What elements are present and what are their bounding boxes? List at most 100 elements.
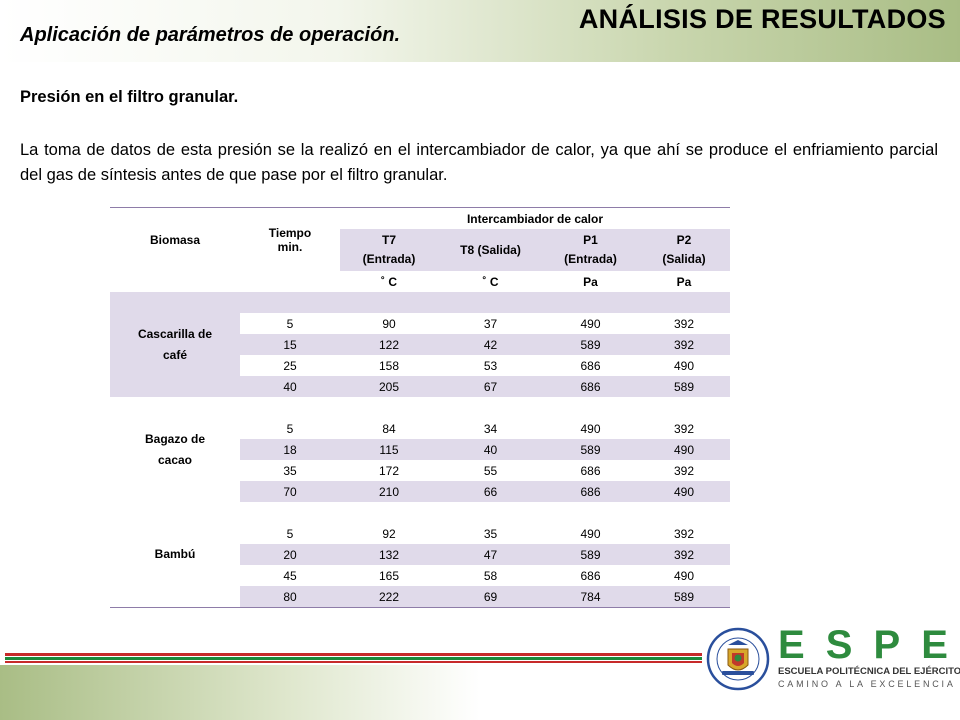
espe-logo: E S P E ESCUELA POLITÉCNICA DEL EJÉRCITO… xyxy=(706,623,960,693)
biomasa-cascarilla: Cascarilla de café xyxy=(110,292,240,397)
cell-p2: 392 xyxy=(673,316,695,331)
cell-t8: 66 xyxy=(438,481,543,502)
table-row: Bambú xyxy=(110,502,730,608)
stripe-red-bottom xyxy=(5,661,702,663)
cell-t7: 205 xyxy=(340,376,438,397)
espe-motto: CAMINO A LA EXCELENCIA xyxy=(778,679,956,689)
espe-letter: E xyxy=(778,623,805,667)
cell-t7: 90 xyxy=(382,316,396,331)
cell-p2: 589 xyxy=(638,586,730,608)
cell-t7: 172 xyxy=(378,463,400,478)
cell-p1: 686 xyxy=(580,358,601,373)
cell-tiempo: 70 xyxy=(240,481,340,502)
header-p1-line1: P1 xyxy=(583,233,598,247)
cell-p1: 686 xyxy=(580,568,601,583)
cell-tiempo: 5 xyxy=(286,421,294,436)
cell-p1: 490 xyxy=(580,421,601,436)
cell-t7: 92 xyxy=(382,526,396,541)
header-t7-line2: (Entrada) xyxy=(362,252,416,266)
espe-letter: P xyxy=(873,623,901,667)
cell-tiempo: 20 xyxy=(240,544,340,565)
cell-t7: 84 xyxy=(382,421,396,436)
cell-p2: 490 xyxy=(673,358,695,373)
body-paragraph: La toma de datos de esta presión se la r… xyxy=(20,141,938,184)
header-p2-line2: (Salida) xyxy=(662,252,706,266)
header-t7: T7 (Entrada) xyxy=(340,229,438,271)
top-banner xyxy=(0,0,960,62)
cell-p2: 392 xyxy=(673,526,695,541)
cell-p2: 490 xyxy=(638,481,730,502)
cell-t8: 34 xyxy=(483,421,498,436)
header-t8: T8 (Salida) xyxy=(438,229,543,271)
table-row: 25 158 53 686 490 xyxy=(110,355,730,376)
unit-t8: ˚ C xyxy=(482,274,499,289)
cell-p1: 490 xyxy=(580,526,601,541)
cell-t7: 158 xyxy=(378,358,400,373)
stripe-green xyxy=(5,657,702,660)
cell-t8: 42 xyxy=(438,334,543,355)
cell-t8: 58 xyxy=(483,568,498,583)
table-header-row: Biomasa Tiempo min. Intercambiador de ca… xyxy=(110,207,730,271)
cell-tiempo: 15 xyxy=(240,334,340,355)
cell-p2: 392 xyxy=(673,463,695,478)
cell-t7: 222 xyxy=(340,586,438,608)
biomasa-bambu: Bambú xyxy=(110,502,240,608)
cell-p2: 490 xyxy=(673,568,695,583)
cell-p1: 686 xyxy=(543,376,638,397)
bottom-banner xyxy=(0,665,960,720)
table-subheader-row: T7 (Entrada) T8 (Salida) P1 (Entrada) P2… xyxy=(110,229,730,271)
table-row: 15 122 42 589 392 xyxy=(110,334,730,355)
stripe-red-top xyxy=(5,653,702,656)
header-biomasa: Biomasa xyxy=(110,207,240,271)
cell-tiempo: 80 xyxy=(240,586,340,608)
cell-p1: 589 xyxy=(543,439,638,460)
unit-p2: Pa xyxy=(676,274,692,289)
cell-p1: 490 xyxy=(580,316,601,331)
header-intercambiador: Intercambiador de calor xyxy=(340,207,730,229)
header-p1: P1 (Entrada) xyxy=(543,229,638,271)
cell-t7: 210 xyxy=(340,481,438,502)
cell-p2: 392 xyxy=(638,544,730,565)
cell-p2: 392 xyxy=(673,421,695,436)
table-row: 40 205 67 686 589 xyxy=(110,376,730,397)
table-row: 80 222 69 784 589 xyxy=(110,586,730,608)
cell-tiempo: 25 xyxy=(283,358,297,373)
header-p1-line2: (Entrada) xyxy=(564,252,617,266)
cell-tiempo: 5 xyxy=(286,526,294,541)
cell-t8: 47 xyxy=(438,544,543,565)
footer-stripes xyxy=(5,653,702,663)
cell-t8: 35 xyxy=(483,526,498,541)
biomasa-bagazo: Bagazo de cacao xyxy=(110,397,240,502)
cell-p2: 490 xyxy=(638,439,730,460)
espe-institution-name: ESCUELA POLITÉCNICA DEL EJÉRCITO xyxy=(778,666,960,677)
table-row: 5 92 35 490 392 xyxy=(110,523,730,544)
cell-p2: 392 xyxy=(638,334,730,355)
cell-t7: 165 xyxy=(378,568,400,583)
header-tiempo: Tiempo min. xyxy=(240,207,340,271)
header-t7-line1: T7 xyxy=(381,233,396,247)
cell-tiempo: 35 xyxy=(283,463,297,478)
cell-t8: 69 xyxy=(438,586,543,608)
espe-letter: S xyxy=(825,623,853,667)
table-row: 18 115 40 589 490 xyxy=(110,439,730,460)
cell-tiempo: 40 xyxy=(240,376,340,397)
table-row: Bagazo de cacao xyxy=(110,397,730,467)
cell-t7: 122 xyxy=(340,334,438,355)
unit-p1: Pa xyxy=(583,274,598,289)
table-row: 5 90 37 490 392 xyxy=(110,313,730,334)
biomasa-bambu-line1: Bambú xyxy=(154,547,196,561)
header-p2-line1: P2 xyxy=(676,233,692,247)
table-row: 20 132 47 589 392 xyxy=(110,544,730,565)
units-row: ˚ C ˚ C Pa Pa xyxy=(110,271,730,292)
espe-letters: E S P E xyxy=(778,623,948,668)
header-tiempo-line1: Tiempo xyxy=(268,225,312,240)
cell-t8: 55 xyxy=(483,463,498,478)
cell-t8: 40 xyxy=(438,439,543,460)
unit-t7: ˚ C xyxy=(381,274,397,289)
pressure-data-table: Biomasa Tiempo min. Intercambiador de ca… xyxy=(110,207,730,608)
cell-p2: 589 xyxy=(638,376,730,397)
espe-seal-icon xyxy=(706,627,770,691)
cell-p1: 589 xyxy=(543,544,638,565)
cell-p1: 589 xyxy=(543,334,638,355)
table-row: 5 84 34 490 392 xyxy=(110,418,730,439)
